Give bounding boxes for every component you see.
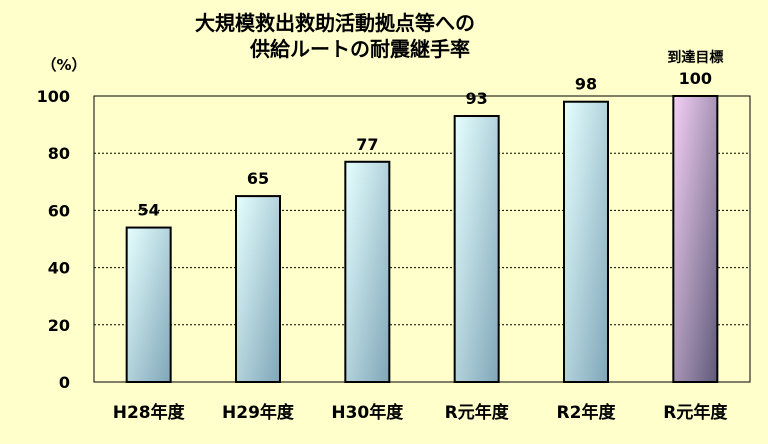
- data-label: 77: [356, 135, 378, 154]
- data-label: 54: [138, 201, 160, 220]
- bar: [344, 160, 391, 383]
- data-label: 100: [679, 69, 712, 88]
- x-axis-ticks: H28年度 H29年度 H30年度 R元年度 R2年度 R元年度: [113, 402, 729, 423]
- bar: [453, 115, 500, 384]
- target-annotation: 到達目標: [667, 49, 723, 66]
- bars: [125, 95, 719, 384]
- data-label: 98: [575, 75, 597, 94]
- bar-target: [672, 95, 719, 383]
- bar: [563, 100, 609, 383]
- y-tick-label: 100: [37, 87, 70, 106]
- gridlines: [93, 95, 751, 383]
- x-tick-label: H30年度: [331, 402, 404, 423]
- x-tick-label: R2年度: [557, 402, 617, 423]
- bar: [235, 195, 281, 383]
- x-tick-label: H28年度: [113, 402, 186, 423]
- y-axis-ticks: 0 20 40 60 80 100: [37, 87, 70, 392]
- plot-frame: [93, 95, 751, 383]
- y-tick-label: 80: [48, 144, 70, 163]
- y-tick-label: 0: [59, 373, 70, 392]
- data-labels: 54 65 77 93 98 100: [138, 69, 713, 220]
- y-tick-label: 40: [48, 259, 70, 278]
- bar: [125, 226, 172, 383]
- x-tick-label: H29年度: [222, 402, 295, 423]
- chart-title-line-2: 供給ルートの耐震継手率: [249, 37, 470, 61]
- y-axis-unit-label: （%）: [41, 56, 86, 74]
- data-label: 93: [466, 89, 488, 108]
- x-tick-label: R元年度: [663, 402, 728, 423]
- chart-title-line-1: 大規模救出救助活動拠点等への: [195, 11, 475, 35]
- y-tick-label: 20: [48, 316, 70, 335]
- x-tick-label: R元年度: [445, 402, 510, 423]
- y-tick-label: 60: [48, 201, 70, 220]
- data-label: 65: [247, 169, 269, 188]
